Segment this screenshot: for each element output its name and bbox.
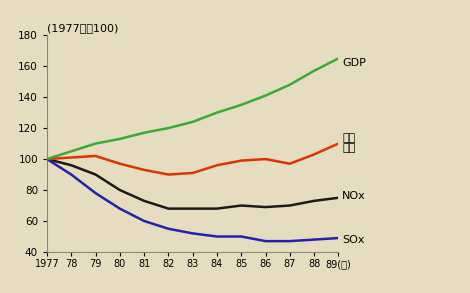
Text: 使用: 使用 <box>342 143 355 153</box>
Text: NOx: NOx <box>342 191 366 201</box>
Text: SOx: SOx <box>342 235 365 245</box>
Text: (1977年＝100): (1977年＝100) <box>47 23 118 33</box>
Text: 燃料: 燃料 <box>342 133 355 143</box>
Text: GDP: GDP <box>342 58 366 68</box>
